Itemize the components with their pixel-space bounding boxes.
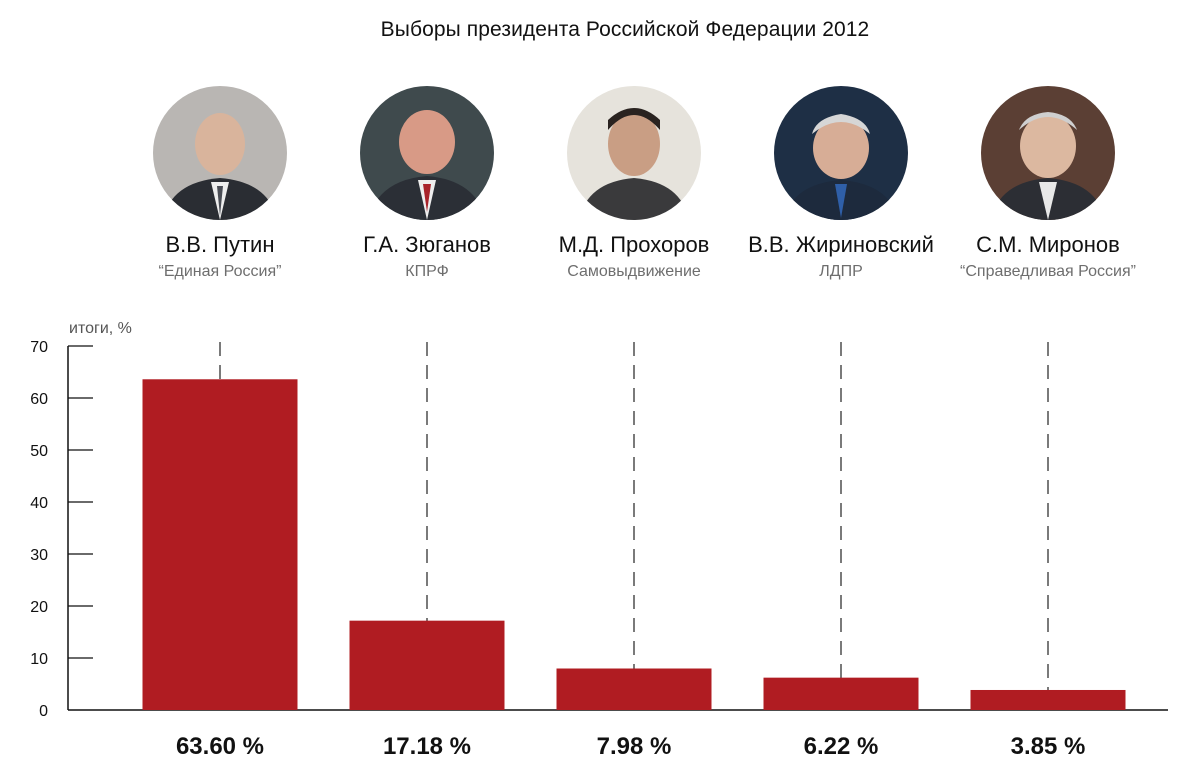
candidate-name: С.М. Миронов	[976, 232, 1120, 257]
y-tick-label: 20	[30, 599, 48, 616]
candidate-party: Самовыдвижение	[567, 263, 701, 280]
bar-value-label: 17.18 %	[383, 733, 471, 760]
bar-value-label: 7.98 %	[597, 733, 672, 760]
y-axis-label: итоги, %	[69, 320, 132, 337]
y-tick-label: 30	[30, 547, 48, 564]
portrait-photo	[360, 86, 494, 220]
dashed-guides	[219, 342, 1049, 692]
candidate-name: В.В. Жириновский	[748, 232, 934, 257]
bars	[142, 379, 1126, 710]
y-tick-label: 40	[30, 495, 48, 512]
candidate-party: “Справедливая Россия”	[960, 263, 1136, 280]
bar	[142, 379, 298, 710]
bar-value-label: 6.22 %	[804, 733, 879, 760]
bar-chart: итоги, % 0 10 20 30 40 50 60 70 63.60 % 17.18 % 7.…	[30, 320, 1168, 760]
y-tick-label: 0	[39, 703, 48, 720]
bar	[556, 668, 712, 710]
candidate-party: “Единая Россия”	[158, 263, 282, 280]
chart-title: Выборы президента Российской Федерации 2…	[380, 18, 870, 41]
candidate-card: В.В. Путин “Единая Россия”	[115, 86, 325, 281]
candidate-card: С.М. Миронов “Справедливая Россия”	[943, 86, 1153, 281]
candidate-card: Г.А. Зюганов КПРФ	[322, 86, 532, 281]
candidate-party: ЛДПР	[819, 263, 863, 280]
portrait-photo	[567, 86, 701, 220]
portrait-photo	[153, 86, 287, 220]
portrait-photo	[774, 86, 908, 220]
y-tick-label: 70	[30, 339, 48, 356]
bar-value-label: 63.60 %	[176, 733, 264, 760]
value-labels: 63.60 % 17.18 % 7.98 % 6.22 % 3.85 %	[176, 733, 1085, 760]
candidate-card: В.В. Жириновский ЛДПР	[736, 86, 946, 281]
bar	[970, 689, 1126, 710]
candidate-party: КПРФ	[405, 263, 449, 280]
y-tick-label: 60	[30, 391, 48, 408]
candidate-name: М.Д. Прохоров	[558, 232, 710, 257]
bar	[763, 677, 919, 710]
portrait-photo	[981, 86, 1115, 220]
bar	[349, 620, 505, 710]
candidate-card: М.Д. Прохоров Самовыдвижение	[529, 86, 739, 281]
bar-value-label: 3.85 %	[1011, 733, 1086, 760]
candidate-name: В.В. Путин	[165, 232, 275, 257]
y-tick-label: 50	[30, 443, 48, 460]
candidate-name: Г.А. Зюганов	[363, 232, 491, 257]
y-tick-label: 10	[30, 651, 48, 668]
